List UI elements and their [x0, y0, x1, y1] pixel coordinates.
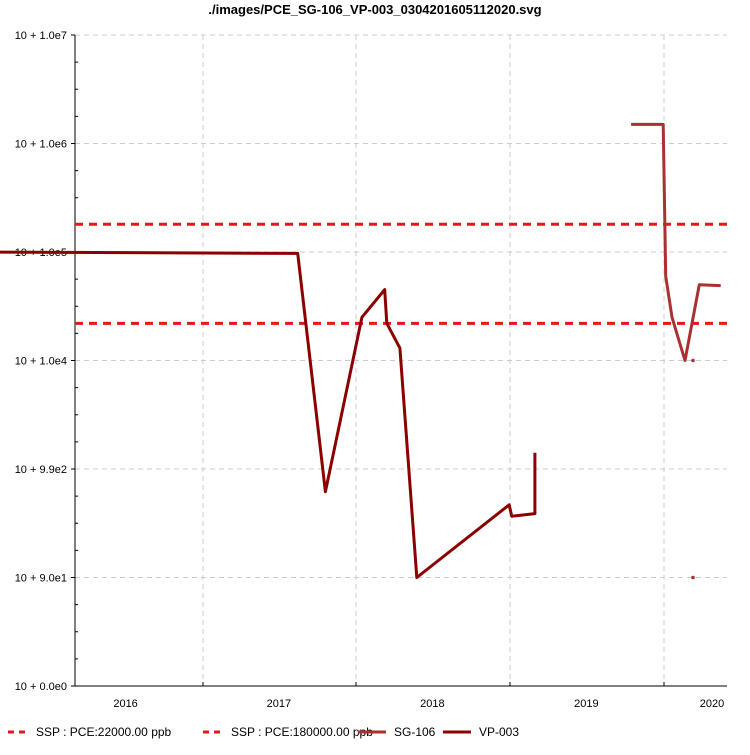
legend-label: SSP : PCE:180000.00 ppb	[231, 725, 373, 739]
legend-label: SSP : PCE:22000.00 ppb	[36, 725, 172, 739]
y-tick-label: 10 + 0.0e0	[15, 681, 67, 693]
y-tick-label: 10 + 1.0e4	[15, 356, 67, 368]
y-tick-label: 10 + 9.0e1	[15, 573, 67, 585]
series-line	[0, 250, 537, 579]
chart-title: ./images/PCE_SG-106_VP-003_0304201605112…	[208, 2, 542, 17]
x-tick-label: 2018	[420, 698, 444, 710]
series-line	[631, 122, 721, 362]
y-tick-label: 10 + 9.9e2	[15, 464, 67, 476]
legend-label: SG-106	[394, 725, 436, 739]
series-point	[691, 575, 695, 580]
x-tick-label: 2020	[700, 698, 724, 710]
series-point	[691, 358, 695, 363]
x-tick-label: 2019	[574, 698, 598, 710]
x-tick-label: 2017	[267, 698, 291, 710]
y-tick-label: 10 + 1.0e7	[15, 30, 67, 42]
legend-label: VP-003	[479, 725, 519, 739]
x-tick-label: 2016	[113, 698, 137, 710]
y-tick-label: 10 + 1.0e6	[15, 139, 67, 151]
